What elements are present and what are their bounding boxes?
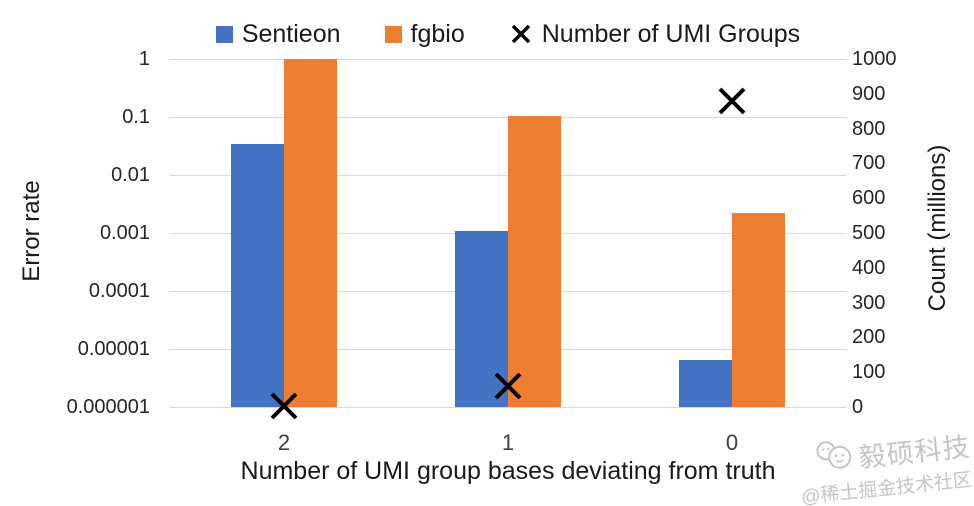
error-rate-tick-label: 0.00001: [77, 338, 150, 360]
gridline: [170, 407, 846, 408]
bar-fgbio: [508, 115, 561, 407]
error-rate-tick-label: 0.1: [122, 106, 150, 128]
count-tick-label: 200: [852, 326, 886, 349]
count-tick-label: 900: [852, 82, 886, 105]
category-label: 1: [501, 430, 515, 455]
plot-area: [170, 59, 846, 420]
count-tick-label: 500: [852, 222, 886, 244]
count-tick-label: 400: [852, 256, 886, 279]
legend-item-umi-groups: Number of UMI Groups: [509, 20, 800, 49]
error-rate-tick-label: 0.000001: [66, 396, 150, 418]
count-tick-label: 1000: [852, 48, 897, 70]
bar-sentieon: [679, 359, 732, 407]
x-marker-icon: [509, 22, 533, 46]
x-axis-title: Number of UMI group bases deviating from…: [240, 457, 776, 485]
legend-label-fgbio: fgbio: [410, 19, 465, 48]
sentieon-swatch-icon: [215, 25, 233, 43]
umi-groups-marker: [267, 389, 301, 423]
error-rate-tick-label: 1: [138, 48, 150, 70]
count-tick-label: 100: [852, 361, 886, 384]
gridline: [170, 59, 846, 60]
legend-label-sentieon: Sentieon: [241, 19, 341, 48]
umi-groups-marker: [715, 84, 749, 118]
umi-groups-marker: [491, 369, 525, 403]
legend-label-umi-groups: Number of UMI Groups: [541, 19, 801, 48]
bar-sentieon: [231, 144, 284, 407]
category-label: 0: [725, 430, 739, 455]
watermark: 毅硕科技 @稀土掘金技术社区: [769, 424, 974, 506]
watermark-brand-line: 毅硕科技: [769, 424, 972, 486]
count-tick-label: 300: [852, 291, 886, 314]
legend-item-fgbio: fgbio: [384, 19, 465, 49]
count-tick-label: 800: [852, 117, 886, 140]
legend-item-sentieon: Sentieon: [215, 19, 341, 49]
error-rate-tick-label: 0.0001: [88, 280, 150, 302]
category-label: 2: [277, 430, 291, 455]
watermark-logo-icon: [813, 436, 857, 481]
count-tick-label: 0: [852, 396, 864, 418]
count-tick-label: 600: [852, 187, 886, 210]
legend: Sentieon fgbio Number of UMI Groups: [170, 16, 846, 52]
bar-fgbio: [732, 213, 785, 407]
fgbio-swatch-icon: [384, 25, 402, 43]
error-rate-tick-label: 0.001: [99, 222, 150, 244]
error-rate-tick-label: 0.01: [111, 164, 150, 186]
count-tick-label: 700: [852, 152, 886, 175]
bar-fgbio: [284, 59, 337, 407]
